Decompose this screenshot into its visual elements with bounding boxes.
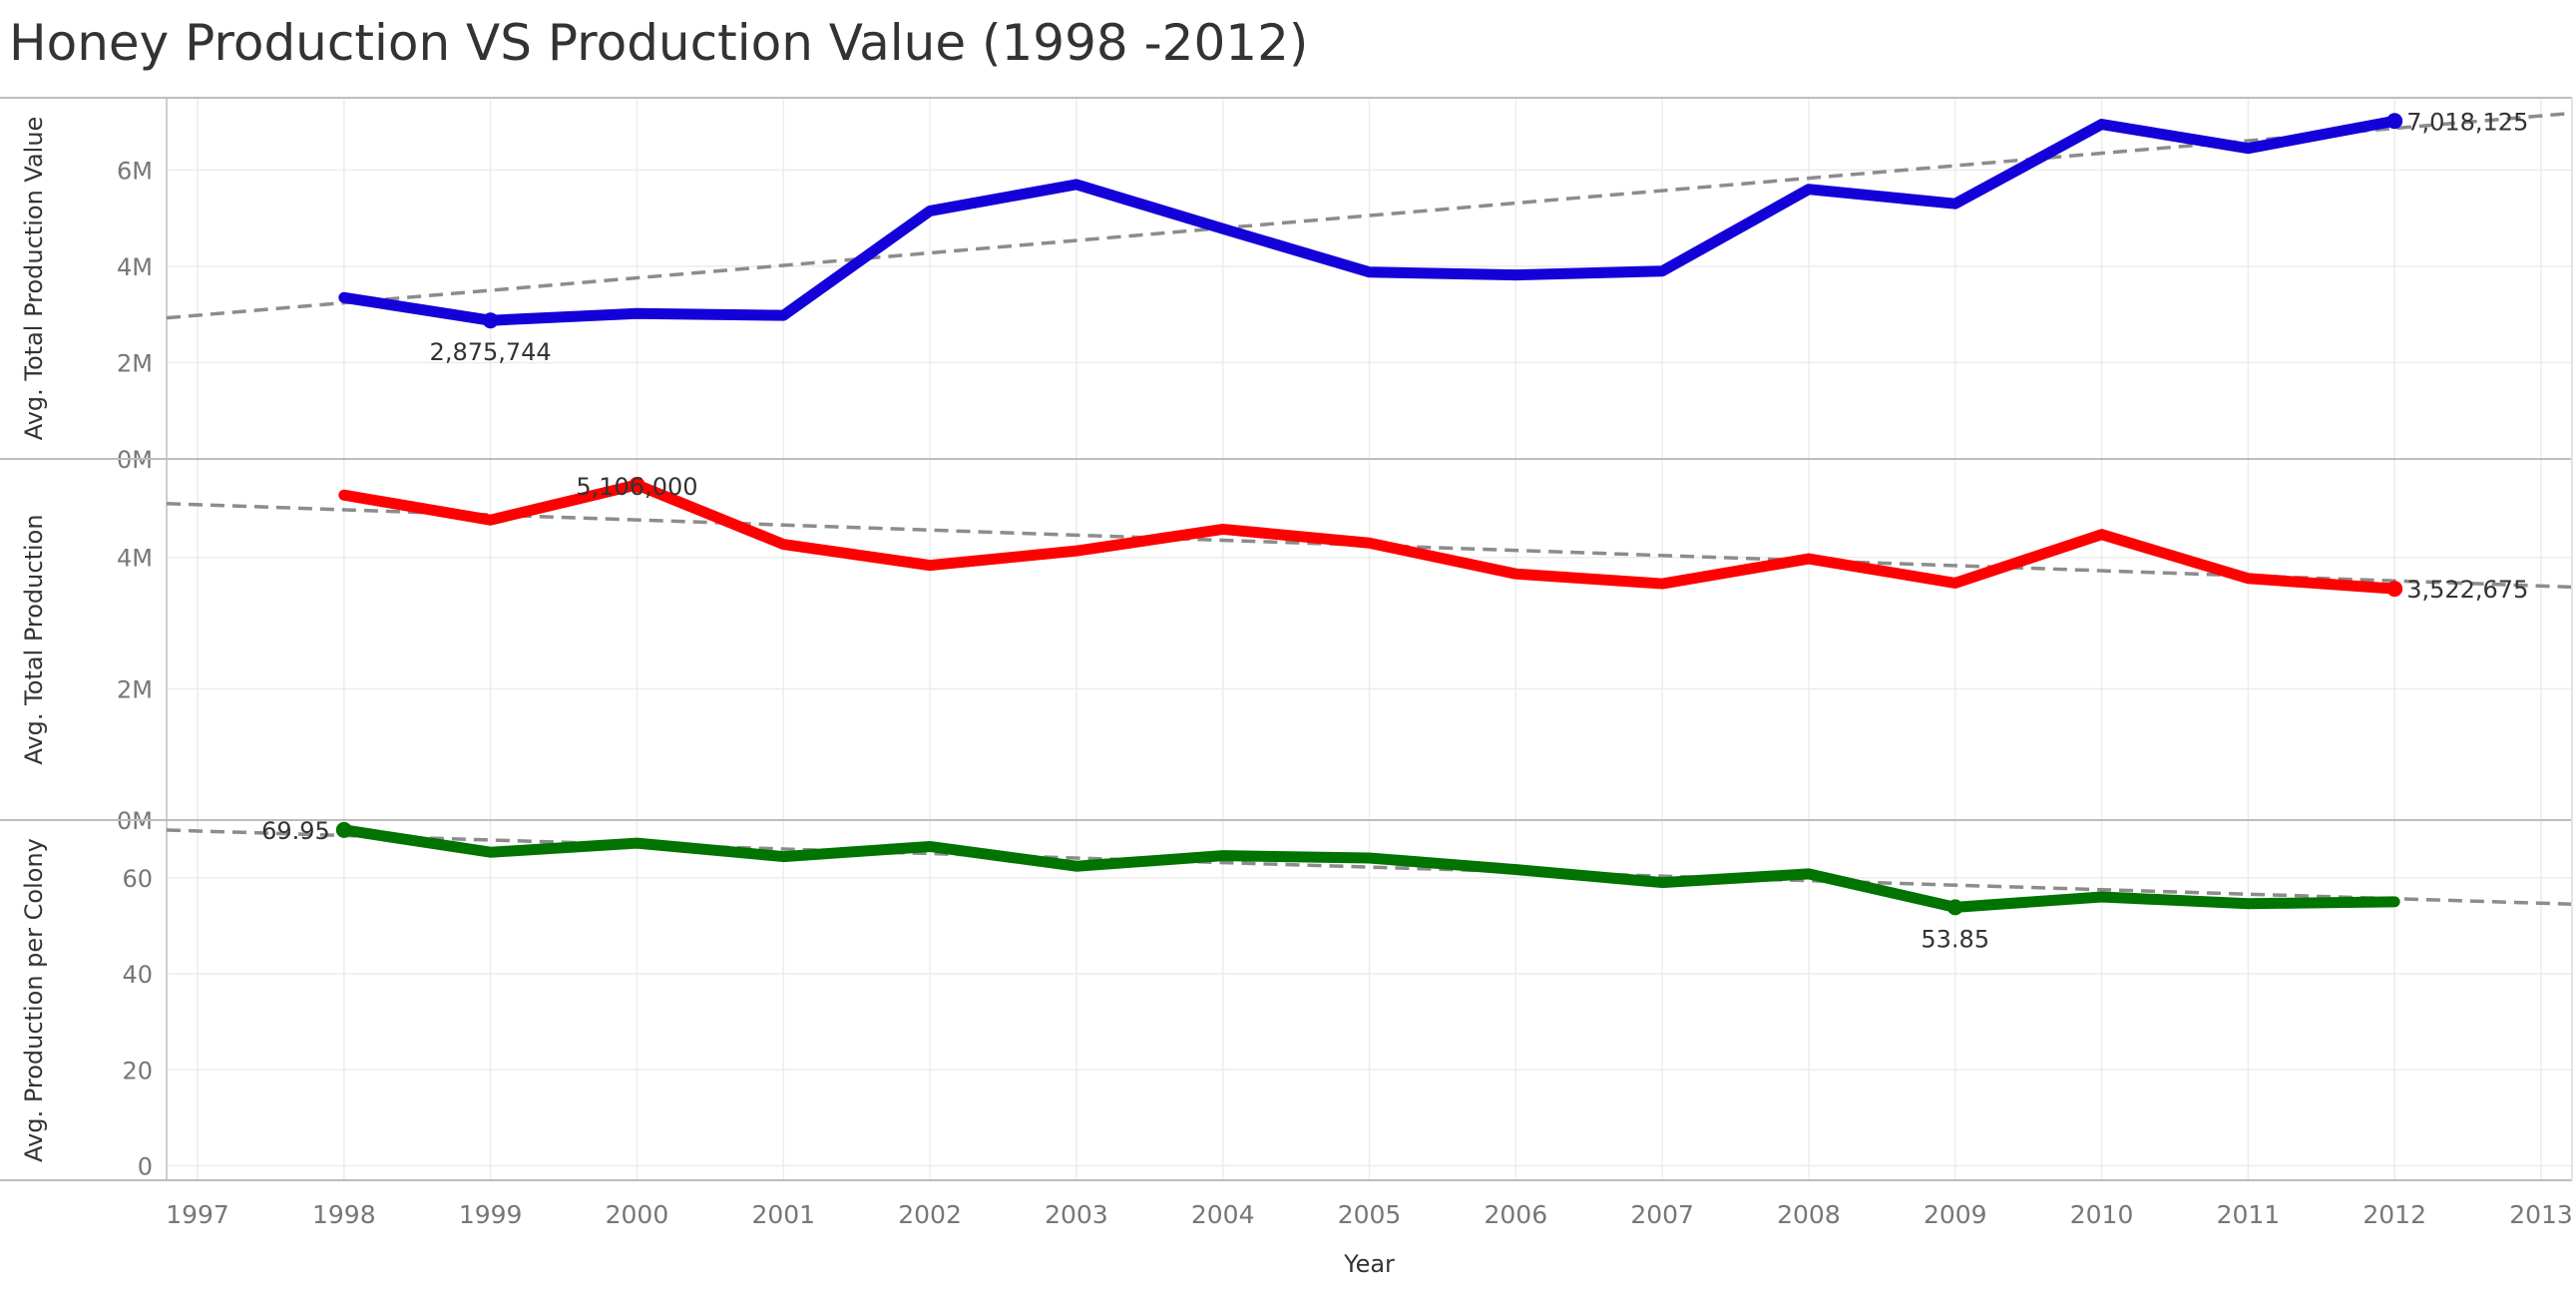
y-tick-label: 40 bbox=[122, 961, 153, 989]
x-tick-label: 2013 bbox=[2509, 1200, 2573, 1229]
y-tick-label: 20 bbox=[122, 1057, 153, 1084]
data-label: 53.85 bbox=[1921, 925, 1989, 953]
series-line-production bbox=[338, 479, 2400, 595]
data-label: 3,522,675 bbox=[2406, 576, 2528, 604]
y-tick-label: 4M bbox=[117, 545, 153, 573]
x-tick-label: 2010 bbox=[2070, 1200, 2134, 1229]
highlight-marker bbox=[2386, 113, 2403, 130]
highlight-marker bbox=[1946, 899, 1963, 916]
highlight-marker bbox=[335, 821, 352, 838]
x-tick-label: 2008 bbox=[1777, 1200, 1841, 1229]
data-label: 5,106,000 bbox=[576, 473, 697, 501]
y-axis-title: Avg. Total Production Value bbox=[20, 117, 48, 441]
x-tick-label: 2006 bbox=[1485, 1200, 1548, 1229]
x-axis-title: Year bbox=[1343, 1250, 1395, 1278]
highlight-marker bbox=[2386, 581, 2403, 598]
y-tick-label: 2M bbox=[117, 675, 153, 703]
x-tick-label: 2004 bbox=[1191, 1200, 1255, 1229]
highlight-marker bbox=[629, 476, 645, 493]
data-label: 69.95 bbox=[261, 817, 330, 845]
chart-title: Honey Production VS Production Value (19… bbox=[9, 14, 1309, 72]
x-tick-label: 2000 bbox=[606, 1200, 669, 1229]
y-tick-label: 60 bbox=[122, 865, 153, 893]
highlight-marker bbox=[482, 312, 499, 329]
x-tick-label: 2007 bbox=[1630, 1200, 1694, 1229]
data-label: 2,875,744 bbox=[430, 338, 552, 366]
trend-line bbox=[166, 111, 2573, 320]
x-tick-label: 1997 bbox=[166, 1200, 229, 1229]
x-tick-label: 2003 bbox=[1045, 1200, 1108, 1229]
y-tick-label: 6M bbox=[117, 157, 153, 185]
y-tick-label: 4M bbox=[117, 253, 153, 281]
x-tick-label: 2002 bbox=[898, 1200, 962, 1229]
y-tick-label: 2M bbox=[117, 349, 153, 377]
x-tick-label: 2001 bbox=[751, 1200, 815, 1229]
y-axis-title: Avg. Total Production bbox=[20, 514, 48, 764]
series-line-value bbox=[338, 115, 2400, 326]
y-tick-label: 0 bbox=[138, 1153, 153, 1181]
x-tick-label: 2012 bbox=[2362, 1200, 2426, 1229]
series-line-per-colony bbox=[338, 824, 2400, 913]
x-tick-label: 2009 bbox=[1924, 1200, 1987, 1229]
x-tick-label: 1998 bbox=[312, 1200, 376, 1229]
x-tick-label: 2005 bbox=[1338, 1200, 1402, 1229]
trend-line bbox=[166, 502, 2573, 590]
data-label: 7,018,125 bbox=[2406, 108, 2528, 136]
x-tick-label: 1999 bbox=[459, 1200, 523, 1229]
y-axis-title: Avg. Production per Colony bbox=[20, 838, 48, 1162]
x-tick-label: 2011 bbox=[2217, 1200, 2281, 1229]
